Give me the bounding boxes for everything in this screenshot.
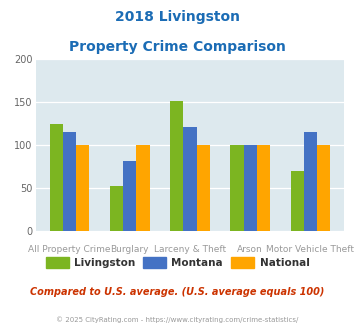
Text: Burglary: Burglary — [110, 245, 149, 254]
Text: Property Crime Comparison: Property Crime Comparison — [69, 40, 286, 53]
Bar — [63, 132, 76, 231]
Bar — [110, 185, 123, 231]
Text: 2018 Livingston: 2018 Livingston — [115, 10, 240, 24]
Bar — [136, 145, 149, 231]
Text: Motor Vehicle Theft: Motor Vehicle Theft — [267, 245, 354, 254]
Bar — [244, 145, 257, 231]
Text: Larceny & Theft: Larceny & Theft — [154, 245, 226, 254]
Text: All Property Crime: All Property Crime — [28, 245, 111, 254]
Bar — [76, 145, 89, 231]
Bar — [123, 161, 136, 231]
Text: Arson: Arson — [237, 245, 263, 254]
Bar — [170, 101, 183, 231]
Text: © 2025 CityRating.com - https://www.cityrating.com/crime-statistics/: © 2025 CityRating.com - https://www.city… — [56, 317, 299, 323]
Bar — [183, 127, 197, 231]
Bar — [197, 145, 210, 231]
Bar — [50, 124, 63, 231]
Legend: Livingston, Montana, National: Livingston, Montana, National — [42, 253, 313, 272]
Bar — [304, 132, 317, 231]
Bar — [290, 171, 304, 231]
Bar — [317, 145, 330, 231]
Bar — [230, 145, 244, 231]
Text: Compared to U.S. average. (U.S. average equals 100): Compared to U.S. average. (U.S. average … — [30, 287, 325, 297]
Bar — [257, 145, 270, 231]
